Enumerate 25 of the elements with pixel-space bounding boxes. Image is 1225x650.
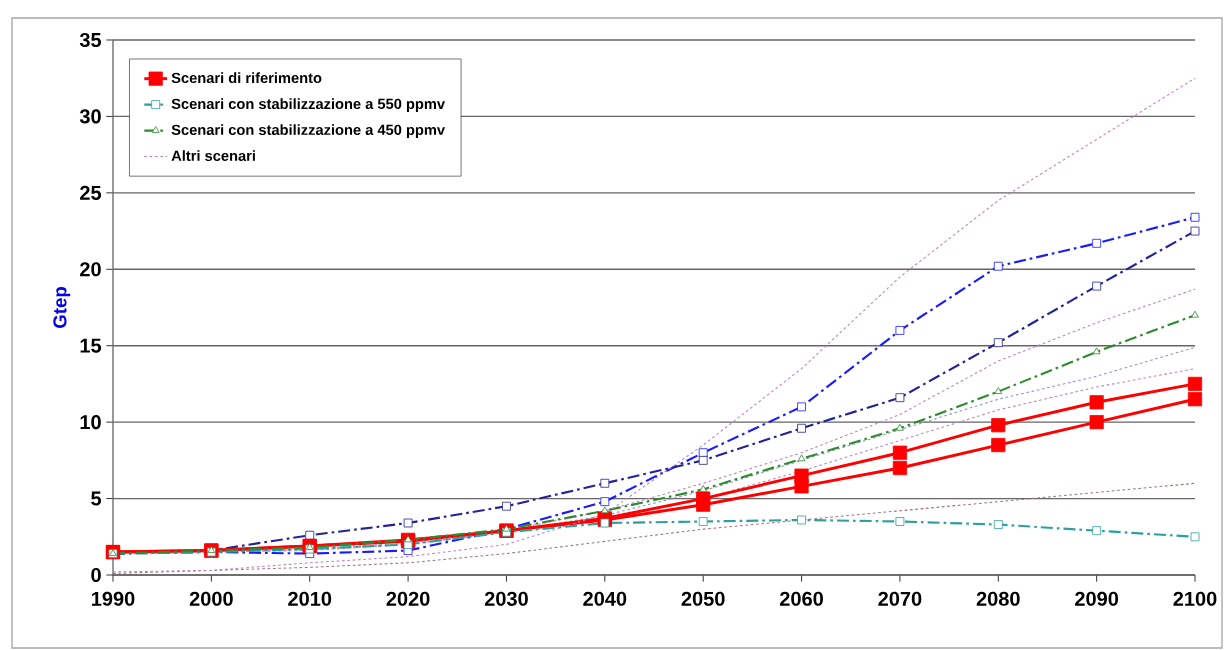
- y-tick-label: 15: [80, 338, 102, 353]
- x-tick-label: 2050: [681, 591, 725, 606]
- x-tick-label: 2090: [1075, 591, 1119, 606]
- y-tick-label: 35: [79, 32, 102, 48]
- x-tick-label: 2060: [779, 591, 823, 606]
- x-tick-label: 2000: [189, 591, 233, 606]
- legend-label: Scenari di riferimento: [171, 72, 322, 84]
- y-tick-label: 5: [91, 491, 102, 506]
- x-tick-label: 2070: [878, 591, 922, 606]
- legend-label: Altri scenari: [171, 150, 255, 161]
- x-tick-label: 1990: [92, 591, 135, 606]
- x-tick-label: 2010: [288, 591, 332, 606]
- y-axis-title: Gtep: [53, 287, 71, 328]
- x-tick-label: 2030: [484, 591, 528, 606]
- x-tick-label: 2040: [583, 591, 627, 606]
- legend-label: Scenari con stabilizzazione a 450 ppmv: [171, 124, 445, 138]
- y-tick-label: 25: [80, 185, 102, 200]
- x-tick-label: 2020: [386, 591, 430, 606]
- x-tick-label: 2100: [1173, 591, 1217, 606]
- y-tick-label: 10: [80, 415, 101, 430]
- legend-label: Scenari con stabilizzazione a 550 ppmv: [171, 98, 445, 112]
- y-tick-label: 0: [91, 567, 101, 583]
- y-tick-label: 30: [79, 109, 101, 124]
- x-tick-label: 2080: [976, 591, 1020, 606]
- y-tick-label: 20: [80, 262, 101, 277]
